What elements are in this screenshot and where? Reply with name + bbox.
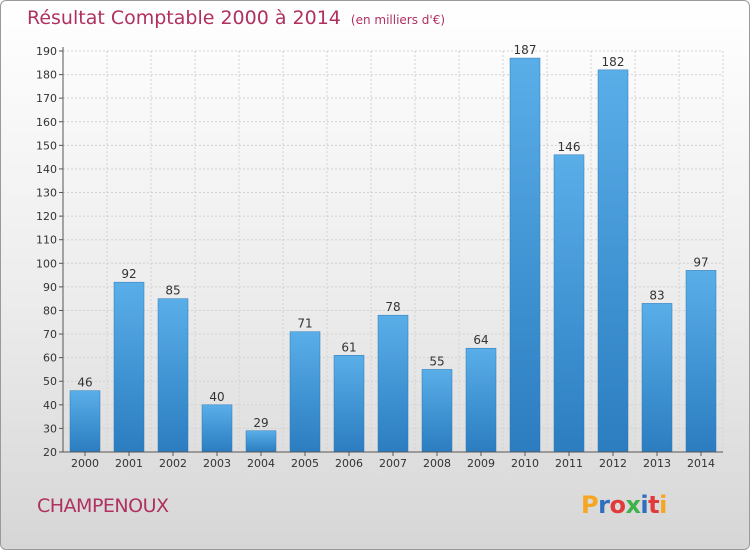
y-tick-label: 30 <box>43 422 57 435</box>
data-label: 71 <box>297 317 312 331</box>
x-tick-label: 2014 <box>687 457 715 470</box>
x-tick-label: 2003 <box>203 457 231 470</box>
bar-2003 <box>201 404 233 453</box>
bar-2004 <box>245 430 277 453</box>
y-tick-label: 110 <box>36 234 57 247</box>
proxiti-logo: Proxiti <box>581 491 667 519</box>
data-label: 61 <box>341 340 356 354</box>
data-label: 92 <box>121 267 136 281</box>
data-label: 29 <box>253 416 268 430</box>
x-tick-label: 2004 <box>247 457 275 470</box>
y-tick-label: 120 <box>36 210 57 223</box>
data-label: 85 <box>165 284 180 298</box>
x-tick-label: 2013 <box>643 457 671 470</box>
chart-subtitle: (en milliers d'€) <box>350 13 446 27</box>
logo-letter: x <box>625 491 641 519</box>
data-label: 40 <box>209 390 224 404</box>
y-tick-label: 20 <box>43 446 57 459</box>
x-tick-label: 2002 <box>159 457 187 470</box>
y-tick-label: 140 <box>36 163 57 176</box>
bar-2008 <box>421 369 453 453</box>
x-tick-label: 2001 <box>115 457 143 470</box>
y-tick-label: 130 <box>36 187 57 200</box>
data-label: 146 <box>558 140 581 154</box>
bar-2002 <box>157 298 189 453</box>
bar-2009 <box>465 347 497 453</box>
x-tick-label: 2010 <box>511 457 539 470</box>
bar-2005 <box>289 331 321 453</box>
y-tick-label: 100 <box>36 257 57 270</box>
y-tick-label: 150 <box>36 139 57 152</box>
x-tick-label: 2006 <box>335 457 363 470</box>
y-tick-label: 50 <box>43 375 57 388</box>
labels: 20 30 40 50 60 70 80 90 100 110 120 130 140 150 160 170… <box>36 43 715 470</box>
y-tick-label: 60 <box>43 352 57 365</box>
title-row: Résultat Comptable 2000 à 2014 (en millie… <box>27 7 445 29</box>
data-label: 83 <box>649 288 664 302</box>
bar-2000 <box>69 390 101 453</box>
x-tick-label: 2011 <box>555 457 583 470</box>
data-label: 55 <box>429 354 444 368</box>
bar-2006 <box>333 355 365 453</box>
bar-2014 <box>685 270 717 453</box>
x-tick-label: 2012 <box>599 457 627 470</box>
bars <box>69 57 717 453</box>
y-tick-label: 190 <box>36 45 57 58</box>
bar-2010 <box>509 57 541 453</box>
logo-letter: t <box>648 491 660 519</box>
bar-2001 <box>113 281 145 453</box>
x-tick-label: 2005 <box>291 457 319 470</box>
logo-letter: i <box>640 491 649 519</box>
data-label: 46 <box>77 376 92 390</box>
bar-2011 <box>553 154 585 453</box>
y-tick-label: 180 <box>36 69 57 82</box>
y-tick-label: 40 <box>43 399 57 412</box>
data-label: 78 <box>385 300 400 314</box>
axes <box>59 47 723 456</box>
data-label: 187 <box>514 43 537 57</box>
logo-letter: r <box>598 491 610 519</box>
data-label: 182 <box>602 55 625 69</box>
x-tick-label: 2000 <box>71 457 99 470</box>
logo-letter: i <box>659 491 667 519</box>
bar-2013 <box>641 303 673 453</box>
commune-name: CHAMPENOUX <box>37 495 169 517</box>
y-tick-label: 90 <box>43 281 57 294</box>
y-tick-label: 80 <box>43 304 57 317</box>
data-label: 64 <box>473 333 488 347</box>
y-tick-label: 160 <box>36 116 57 129</box>
bar-2012 <box>597 69 629 453</box>
x-tick-label: 2008 <box>423 457 451 470</box>
y-tick-label: 70 <box>43 328 57 341</box>
bar-2007 <box>377 314 409 453</box>
data-label: 97 <box>693 255 708 269</box>
x-tick-label: 2007 <box>379 457 407 470</box>
logo-letter: P <box>581 491 599 519</box>
y-tick-label: 170 <box>36 92 57 105</box>
logo-letter: o <box>609 491 626 519</box>
chart-title: Résultat Comptable 2000 à 2014 <box>27 7 341 29</box>
x-tick-label: 2009 <box>467 457 495 470</box>
